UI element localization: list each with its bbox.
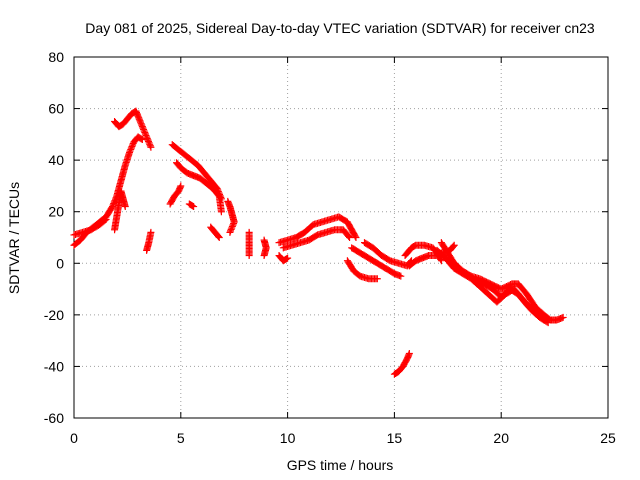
- track-p-point: [345, 232, 353, 240]
- data-points: [70, 107, 567, 378]
- x-tick-label: 20: [493, 430, 509, 446]
- track-h-point: [217, 208, 225, 216]
- track-d-point: [140, 127, 148, 135]
- track-a-point: [126, 147, 134, 155]
- plot-frame: [73, 56, 609, 419]
- track-y-point: [540, 316, 548, 324]
- track-d-point: [142, 131, 150, 139]
- track-i-point: [190, 203, 198, 211]
- track-k-point: [230, 220, 238, 228]
- track-j-point: [215, 234, 223, 241]
- track-d-point: [137, 118, 145, 126]
- x-tick-label: 5: [177, 430, 185, 446]
- y-tick-label: -40: [44, 358, 64, 374]
- track-a-point: [127, 145, 135, 153]
- x-axis-label: GPS time / hours: [287, 457, 394, 473]
- track-t-point: [405, 350, 413, 358]
- y-tick-label: -20: [44, 307, 64, 323]
- track-k-point: [227, 225, 235, 233]
- track-f-point: [177, 182, 185, 190]
- track-d-point: [134, 112, 142, 120]
- track-o-point: [351, 232, 359, 240]
- track-d-point: [146, 140, 154, 148]
- track-k-point: [229, 221, 237, 229]
- track-k-point: [228, 224, 236, 232]
- track-n-point: [283, 255, 291, 263]
- track-d-point: [141, 129, 149, 137]
- track-a-point: [127, 144, 135, 152]
- track-b-point: [102, 215, 110, 223]
- ticks-layer: 0 5 10 15 20 25 -60 -40 -20 0 20 40 60 80: [44, 49, 616, 446]
- track-q-point: [373, 275, 381, 283]
- track-e-point: [147, 228, 155, 236]
- x-tick-label: 0: [70, 430, 78, 446]
- y-tick-label: -60: [44, 410, 64, 426]
- track-d-point: [143, 133, 151, 141]
- track-v-point: [450, 241, 458, 249]
- track-b-point: [101, 216, 109, 224]
- chart-title: Day 081 of 2025, Sidereal Day-to-day VTE…: [85, 20, 595, 36]
- track-d-point: [140, 126, 148, 134]
- track-d-point: [138, 121, 146, 129]
- y-tick-label: 0: [56, 255, 64, 271]
- track-d-point: [146, 142, 154, 150]
- track-c-point: [121, 203, 129, 211]
- track-j-point: [214, 232, 222, 240]
- grid-layer: [74, 57, 608, 418]
- track-u-point: [437, 257, 445, 265]
- track-k-point: [227, 227, 235, 235]
- track-x-point: [544, 319, 552, 327]
- track-d-point: [144, 136, 152, 144]
- x-tick-label: 10: [280, 430, 296, 446]
- track-d-point: [137, 120, 145, 128]
- track-d-point: [143, 134, 151, 142]
- track-d-point: [139, 124, 147, 132]
- track-y-point: [539, 315, 547, 323]
- track-d-point: [136, 117, 144, 125]
- y-tick-label: 40: [48, 152, 64, 168]
- track-a-point: [129, 141, 137, 149]
- track-d-point: [135, 115, 143, 123]
- track-d-point: [135, 114, 143, 122]
- track-k-point: [230, 218, 238, 226]
- track-n-point: [284, 254, 292, 262]
- track-a-point: [137, 135, 145, 143]
- track-r-point: [397, 272, 405, 280]
- y-axis-label: SDTVAR / TECUs: [6, 182, 22, 294]
- x-tick-label: 15: [387, 430, 403, 446]
- y-tick-label: 60: [48, 101, 64, 117]
- track-d-point: [141, 130, 149, 138]
- track-v-point: [449, 242, 457, 250]
- track-k-point: [228, 222, 236, 230]
- track-m-point: [260, 252, 268, 260]
- track-o-point: [352, 234, 360, 241]
- track-w-point: [559, 313, 567, 321]
- track-a-point: [128, 143, 136, 151]
- track-d-point: [145, 139, 153, 147]
- track-l-point: [245, 252, 253, 260]
- track-d-point: [147, 143, 155, 151]
- track-d-point: [138, 123, 146, 131]
- track-a-point: [108, 203, 116, 211]
- y-tick-label: 20: [48, 204, 64, 220]
- track-d-point: [144, 137, 152, 145]
- track-p-point: [346, 234, 354, 241]
- y-tick-label: 80: [48, 49, 64, 65]
- x-tick-label: 25: [600, 430, 616, 446]
- track-k-point: [226, 228, 234, 236]
- track-i-point: [189, 202, 197, 210]
- track-a-point: [126, 148, 134, 156]
